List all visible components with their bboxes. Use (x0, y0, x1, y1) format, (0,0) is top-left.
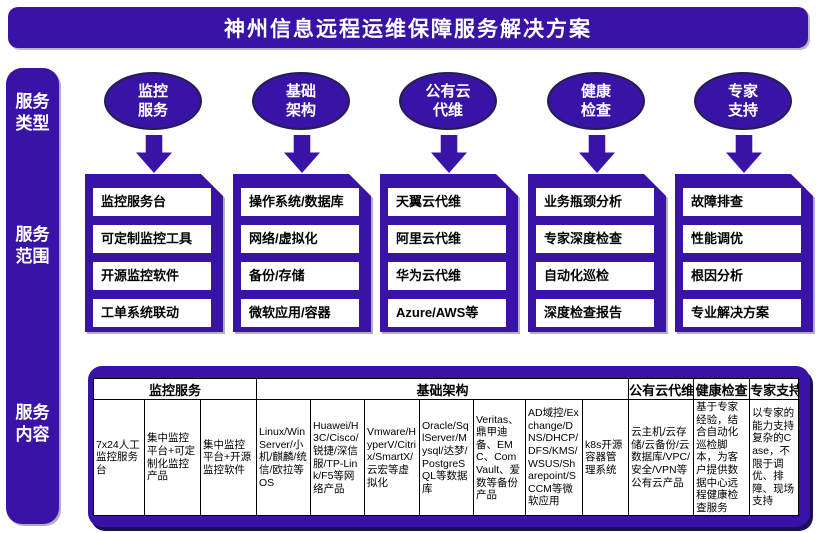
table-header-public-cloud: 公有云代维 (628, 378, 695, 400)
scope-item: 根因分析 (683, 262, 801, 290)
scope-item: 工单系统联动 (93, 299, 211, 327)
table-header-expert-support: 专家支持 (749, 378, 800, 400)
scope-item: 备份/存储 (241, 262, 359, 290)
scope-panel-health-check: 业务瓶颈分析 专家深度检查 自动化巡检 深度检查报告 (528, 174, 666, 332)
service-type-ellipse-infrastructure: 基础 架构 (252, 72, 350, 130)
table-cell: Veritas、鼎甲迪备、EMC、ComVault、爱数等备份产品 (473, 398, 526, 517)
table-cell: k8s开源容器管理系统 (581, 398, 630, 517)
table-cell: Oracle/SqlServer/Mysql/达梦/PostgreSQL等数据库 (419, 398, 474, 517)
down-arrow-icon (431, 135, 467, 173)
service-group-health-check: 健康 检查 业务瓶颈分析 专家深度检查 自动化巡检 深度检查报告 (528, 68, 666, 332)
table-cell: 集中监控平台+可定制化监控产品 (144, 398, 201, 517)
scope-item: 阿里云代维 (388, 225, 506, 253)
service-group-expert-support: 专家 支持 故障排查 性能调优 根因分析 专业解决方案 (675, 68, 813, 332)
table-cell: 集中监控平台+开源监控软件 (200, 398, 257, 517)
service-group-monitoring: 监控 服务 监控服务台 可定制监控工具 开源监控软件 工单系统联动 (85, 68, 223, 332)
table-header-infrastructure: 基础架构 (255, 378, 630, 400)
down-arrow-icon (726, 135, 762, 173)
table-header-monitoring: 监控服务 (93, 378, 257, 400)
service-type-ellipse-public-cloud: 公有云 代维 (399, 72, 497, 130)
table-cell: 云主机/云存储/云备份/云数据库/VPC/安全/VPN等公有云产品 (628, 398, 695, 517)
table-cell: 以专家的能力支持复杂的Case，不限于调优、排障、现场支持 (749, 398, 800, 517)
table-cell: Vmware/HyperV/Citrix/SmartX/云宏等虚拟化 (364, 398, 420, 517)
service-type-ellipse-monitoring: 监控 服务 (104, 72, 202, 130)
table-cell: Linux/WinServer/小机/麒麟/统信/欧拉等OS (256, 398, 311, 517)
scope-item: 自动化巡检 (536, 262, 654, 290)
scope-item: 可定制监控工具 (93, 225, 211, 253)
page-title: 神州信息远程运维保障服务解决方案 (8, 7, 808, 48)
scope-item: 故障排查 (683, 188, 801, 216)
table-cell: Huawei/H3C/Cisco/锐捷/深信服/TP-Link/F5等网络产品 (310, 398, 365, 517)
content-table-panel: 监控服务 基础架构 公有云代维 健康检查 专家支持 7x24人工监控服务台 集中… (88, 366, 810, 527)
scope-item: 深度检查报告 (536, 299, 654, 327)
down-arrow-icon (284, 135, 320, 173)
axis-bar: 服务 类型 服务 范围 服务 内容 (6, 68, 59, 524)
service-group-infrastructure: 基础 架构 操作系统/数据库 网络/虚拟化 备份/存储 微软应用/容器 (233, 68, 371, 332)
axis-label-service-scope: 服务 范围 (15, 225, 50, 266)
table-cell: 7x24人工监控服务台 (93, 398, 145, 517)
down-arrow-icon (579, 135, 615, 173)
scope-item: 监控服务台 (93, 188, 211, 216)
scope-item: 专业解决方案 (683, 299, 801, 327)
scope-item: 专家深度检查 (536, 225, 654, 253)
scope-panel-public-cloud: 天翼云代维 阿里云代维 华为云代维 Azure/AWS等 (380, 174, 518, 332)
axis-label-service-type: 服务 类型 (15, 92, 50, 133)
scope-item: 微软应用/容器 (241, 299, 359, 327)
table-header-health-check: 健康检查 (693, 378, 751, 400)
service-group-public-cloud: 公有云 代维 天翼云代维 阿里云代维 华为云代维 Azure/AWS等 (380, 68, 518, 332)
axis-label-service-content: 服务 内容 (15, 403, 50, 444)
table-header-row: 监控服务 基础架构 公有云代维 健康检查 专家支持 (93, 378, 800, 400)
scope-panel-monitoring: 监控服务台 可定制监控工具 开源监控软件 工单系统联动 (85, 174, 223, 332)
table-body-row: 7x24人工监控服务台 集中监控平台+可定制化监控产品 集中监控平台+开源监控软… (93, 398, 800, 517)
down-arrow-icon (136, 135, 172, 173)
table-cell: 基于专家经验，结合自动化巡检脚本，为客户提供数据中心远程健康检查服务 (693, 398, 751, 517)
content-table: 监控服务 基础架构 公有云代维 健康检查 专家支持 7x24人工监控服务台 集中… (93, 378, 800, 517)
scope-item: 操作系统/数据库 (241, 188, 359, 216)
scope-item: 性能调优 (683, 225, 801, 253)
scope-panel-infrastructure: 操作系统/数据库 网络/虚拟化 备份/存储 微软应用/容器 (233, 174, 371, 332)
table-cell: AD域控/Exchange/DNS/DHCP/DFS/KMS/WSUS/Shar… (525, 398, 583, 517)
scope-item: 业务瓶颈分析 (536, 188, 654, 216)
scope-item: 网络/虚拟化 (241, 225, 359, 253)
scope-panel-expert-support: 故障排查 性能调优 根因分析 专业解决方案 (675, 174, 813, 332)
service-type-ellipse-expert-support: 专家 支持 (694, 72, 792, 130)
service-type-ellipse-health-check: 健康 检查 (547, 72, 645, 130)
scope-item: Azure/AWS等 (388, 299, 506, 327)
scope-item: 天翼云代维 (388, 188, 506, 216)
scope-item: 华为云代维 (388, 262, 506, 290)
scope-item: 开源监控软件 (93, 262, 211, 290)
